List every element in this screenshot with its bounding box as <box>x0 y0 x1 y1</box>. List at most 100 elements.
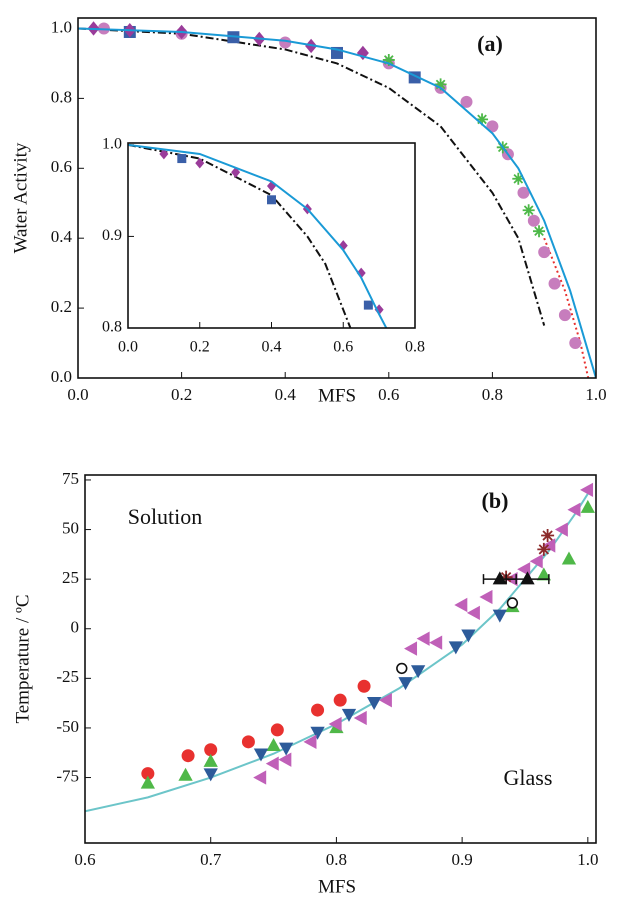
x-tick-label: 0.8 <box>405 339 425 356</box>
marker <box>416 631 430 646</box>
y-tick-label: 0.8 <box>102 319 122 336</box>
y-tick-label: -50 <box>56 717 79 736</box>
marker <box>536 567 551 581</box>
x-tick-label: 0.2 <box>171 385 192 404</box>
curve <box>128 143 352 328</box>
marker <box>253 770 267 785</box>
marker <box>141 767 155 781</box>
y-axis-label: Temperature / ºC <box>12 594 33 723</box>
x-tick-label: 0.8 <box>482 385 503 404</box>
axes-frame <box>127 142 416 329</box>
marker <box>203 768 218 782</box>
y-tick-label: 1.0 <box>51 17 72 36</box>
marker <box>580 482 594 498</box>
x-axis-label: MFS <box>318 876 356 897</box>
marker <box>558 309 571 322</box>
marker <box>265 756 279 771</box>
marker <box>410 665 426 679</box>
curve <box>543 237 590 378</box>
x-tick-label: 0.6 <box>378 385 399 404</box>
marker <box>522 204 535 217</box>
y-tick-label: 0.2 <box>51 297 72 316</box>
x-tick-label: 0.6 <box>74 850 95 869</box>
curve <box>78 27 546 326</box>
y-tick-label: 0.6 <box>51 157 72 176</box>
y-tick-label: 0.9 <box>102 227 122 244</box>
marker <box>253 748 269 762</box>
curve <box>78 27 596 378</box>
curve <box>85 493 589 813</box>
marker <box>466 605 480 621</box>
marker <box>492 609 507 623</box>
marker <box>278 752 292 767</box>
plot-area <box>78 21 596 378</box>
marker <box>561 551 577 565</box>
inset-background <box>88 133 435 358</box>
marker <box>569 337 582 350</box>
x-tick-label: 0.4 <box>262 339 282 356</box>
marker <box>429 635 443 650</box>
y-tick-label: -75 <box>56 766 79 785</box>
marker <box>363 300 373 310</box>
annotation: Glass <box>504 765 553 790</box>
y-tick-label: 50 <box>62 518 79 537</box>
marker <box>353 710 367 726</box>
y-tick-label: 0 <box>71 618 80 637</box>
annotation: Solution <box>128 504 203 529</box>
x-tick-label: 1.0 <box>577 850 598 869</box>
marker <box>404 641 418 656</box>
plot-area <box>128 143 388 328</box>
x-tick-label: 0.6 <box>333 339 353 356</box>
marker <box>266 737 281 751</box>
marker <box>520 571 535 585</box>
x-tick-label: 0.7 <box>200 850 222 869</box>
axes-frame <box>77 17 597 379</box>
marker <box>341 708 357 722</box>
marker <box>382 53 395 66</box>
marker <box>529 554 543 569</box>
marker <box>203 753 218 767</box>
marker <box>567 502 581 517</box>
marker <box>512 172 525 185</box>
marker <box>461 629 476 643</box>
y-tick-label: 0.0 <box>51 367 72 386</box>
marker <box>506 597 519 609</box>
marker <box>195 157 205 169</box>
marker <box>177 154 187 164</box>
marker <box>580 499 595 513</box>
y-axis-label: Water Activity <box>10 142 31 253</box>
marker <box>204 743 218 757</box>
marker <box>378 693 392 708</box>
marker <box>479 589 493 605</box>
marker <box>333 693 347 707</box>
marker <box>178 767 193 781</box>
marker <box>454 597 468 613</box>
x-axis-label: MFS <box>318 385 356 406</box>
axes-frame <box>84 474 597 844</box>
marker <box>486 120 499 133</box>
y-tick-label: -25 <box>56 667 79 686</box>
marker <box>310 726 325 740</box>
marker <box>548 277 561 290</box>
marker <box>374 304 384 316</box>
annotation: (a) <box>477 31 503 56</box>
x-tick-label: 1.0 <box>585 385 606 404</box>
marker <box>303 734 317 749</box>
curve <box>128 143 388 328</box>
x-tick-label: 0.0 <box>118 339 138 356</box>
marker <box>398 677 413 691</box>
y-tick-label: 1.0 <box>102 136 122 153</box>
x-tick-label: 0.2 <box>190 339 210 356</box>
y-tick-label: 0.4 <box>51 227 73 246</box>
marker <box>311 703 325 717</box>
annotation: (b) <box>482 488 509 513</box>
marker <box>396 662 408 675</box>
marker <box>527 214 540 227</box>
marker <box>140 775 156 789</box>
marker <box>541 529 555 543</box>
marker <box>356 267 366 279</box>
marker <box>476 113 489 126</box>
marker <box>366 696 382 710</box>
